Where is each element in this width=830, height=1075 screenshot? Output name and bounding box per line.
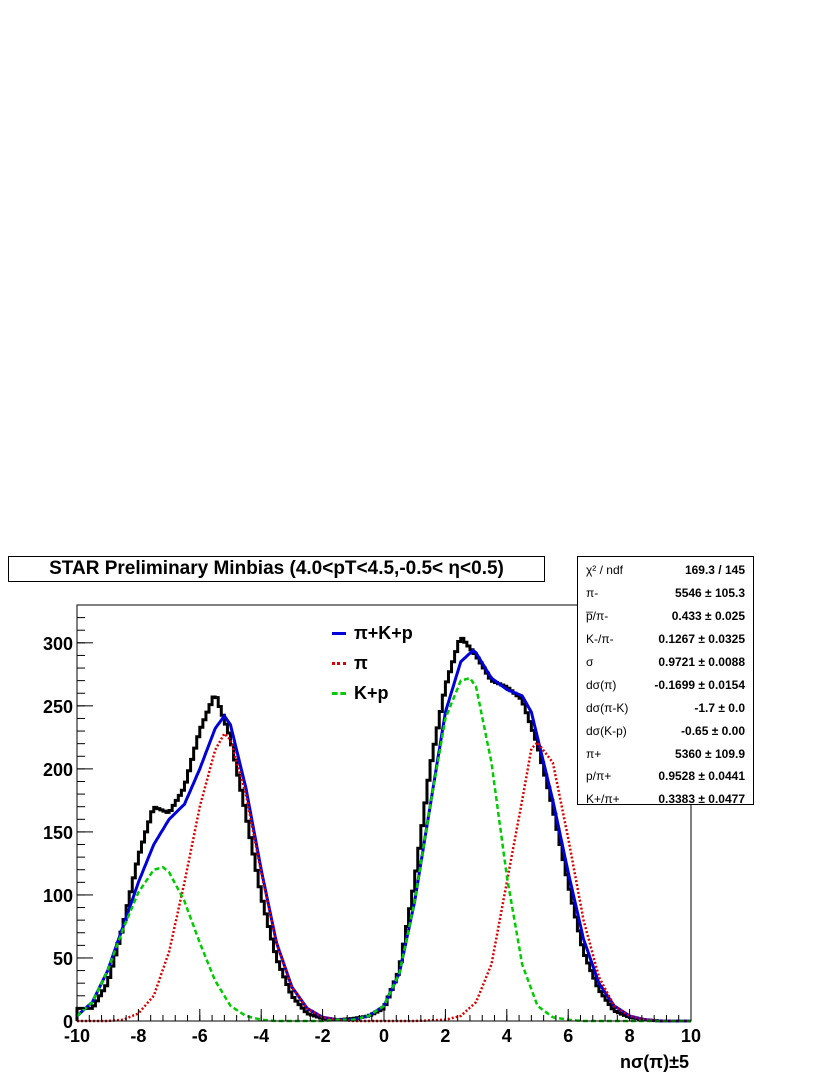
legend-swatch-total (332, 631, 346, 635)
legend-swatch-kp (332, 691, 346, 695)
legend-label-pion: π (354, 652, 368, 673)
legend-entry-total: π+K+p (332, 618, 413, 648)
legend-label-kp: K+p (354, 682, 389, 703)
stats-name: π- (586, 586, 599, 601)
y-tick-label: 300 (43, 634, 73, 654)
stats-row-p-piplus: p/π+ 0.9528 ± 0.0441 (586, 765, 745, 788)
fit-stats-box: χ² / ndf 169.3 / 145 π- 5546 ± 105.3 p̅/π-… (577, 556, 754, 806)
stats-value: 0.1267 ± 0.0325 (658, 632, 745, 647)
stats-name: dσ(K-p) (586, 723, 627, 738)
stats-row-kminus-piminus: K-/π- 0.1267 ± 0.0325 (586, 628, 745, 651)
y-tick-label: 250 (43, 697, 73, 717)
stats-row-piplus: π+ 5360 ± 109.9 (586, 742, 745, 765)
stats-row-pbar-piminus: p̅/π- 0.433 ± 0.025 (586, 605, 745, 628)
stats-row-dsigma-pik: dσ(π-K) -1.7 ± 0.0 (586, 696, 745, 719)
stats-value: -0.1699 ± 0.0154 (654, 677, 745, 692)
stats-name: p̅/π- (586, 609, 609, 624)
stats-name: χ² / ndf (586, 563, 623, 578)
data-histogram (75, 636, 691, 1023)
x-tick-label: 8 (625, 1026, 635, 1046)
y-tick-label: 0 (63, 1012, 73, 1032)
stats-value: 169.3 / 145 (684, 563, 745, 578)
x-tick-label: 10 (681, 1026, 701, 1046)
fit-curve-2 (76, 676, 691, 1023)
legend-entry-pion: π (332, 648, 413, 678)
stats-row-chi2: χ² / ndf 169.3 / 145 (586, 559, 745, 582)
stats-row-kplus-piplus: K+/π+ 0.3383 ± 0.0477 (586, 788, 745, 811)
stats-value: -0.65 ± 0.00 (681, 723, 745, 738)
x-tick-label: -10 (64, 1026, 90, 1046)
stats-value: 0.3383 ± 0.0477 (658, 792, 745, 807)
stats-name: p/π+ (586, 769, 612, 784)
x-tick-label: -4 (253, 1026, 269, 1046)
y-tick-label: 100 (43, 886, 73, 906)
stats-value: 0.433 ± 0.025 (671, 609, 745, 624)
legend: π+K+p π K+p (332, 618, 413, 708)
chart-title: STAR Preliminary Minbias (4.0<pT<4.5,-0.… (8, 556, 545, 582)
stats-name: dσ(π-K) (586, 700, 629, 715)
stats-name: π+ (586, 746, 602, 761)
stats-row-sigma: σ 0.9721 ± 0.0088 (586, 651, 745, 674)
stats-value: -1.7 ± 0.0 (694, 700, 745, 715)
legend-entry-kp: K+p (332, 678, 413, 708)
stats-value: 0.9721 ± 0.0088 (658, 655, 745, 669)
x-tick-label: 0 (379, 1026, 389, 1046)
x-tick-label: -2 (315, 1026, 331, 1046)
y-tick-label: 50 (53, 949, 73, 969)
x-tick-label: -8 (130, 1026, 146, 1046)
stats-name: dσ(π) (586, 677, 617, 692)
y-tick-label: 150 (43, 823, 73, 843)
stats-name: σ (586, 655, 594, 669)
legend-swatch-pion (332, 661, 346, 665)
x-tick-label: -6 (192, 1026, 208, 1046)
stats-name: K+/π+ (586, 792, 620, 807)
stats-name: K-/π- (586, 632, 614, 647)
stats-value: 0.9528 ± 0.0441 (658, 769, 745, 784)
x-tick-label: 4 (502, 1026, 512, 1046)
x-tick-label: 2 (440, 1026, 450, 1046)
stats-row-piminus: π- 5546 ± 105.3 (586, 582, 745, 605)
y-tick-label: 200 (43, 760, 73, 780)
stats-row-dsigma-kp: dσ(K-p) -0.65 ± 0.00 (586, 719, 745, 742)
x-axis-label: nσ(π)±5 (620, 1052, 689, 1072)
stats-value: 5546 ± 105.3 (675, 586, 745, 601)
x-tick-label: 6 (563, 1026, 573, 1046)
stats-value: 5360 ± 109.9 (675, 746, 745, 761)
legend-label-total: π+K+p (354, 622, 413, 643)
stats-row-dsigma-pi: dσ(π) -0.1699 ± 0.0154 (586, 673, 745, 696)
